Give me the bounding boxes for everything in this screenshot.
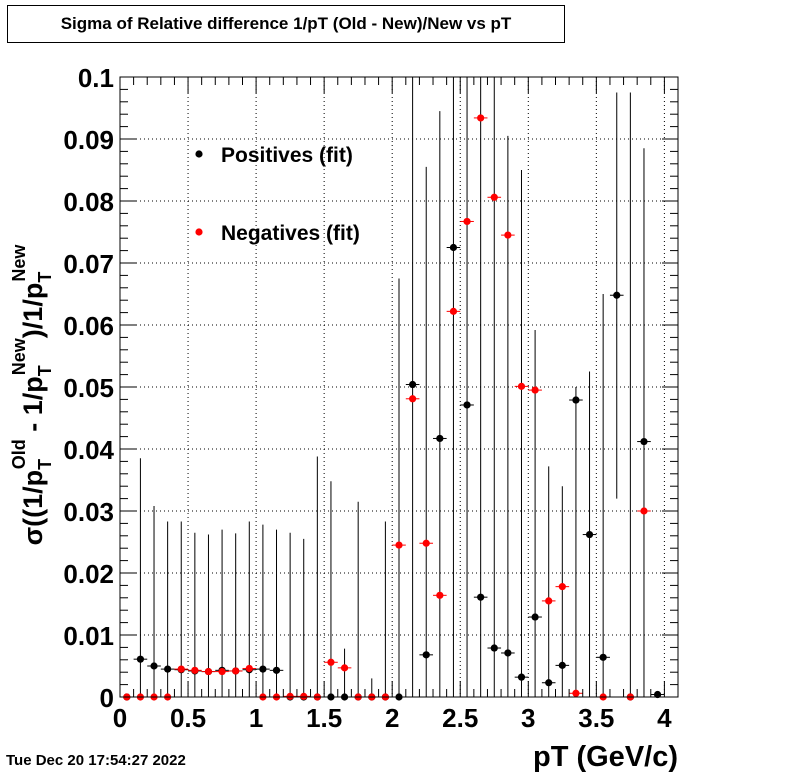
- positives-point: [150, 662, 158, 670]
- negatives-point: [490, 193, 498, 201]
- negatives-point: [531, 386, 539, 394]
- y-tick-label: 0.04: [63, 435, 114, 465]
- axis-ticks: 0 0.5 1 1.5 2 2.5 3 3.5 4 0 0.01 0.02 0.03 0.04 0.05 0.…: [63, 63, 679, 733]
- negatives-point: [218, 667, 226, 676]
- positives-point: [259, 665, 267, 673]
- negatives-point: [640, 507, 648, 515]
- positives-point: [653, 690, 662, 699]
- legend-negatives-marker: [195, 228, 203, 236]
- chart-title: Sigma of Relative difference 1/pT (Old -…: [7, 5, 565, 43]
- y-label-sup: New: [9, 337, 29, 375]
- negatives-point: [449, 307, 458, 315]
- error-bars: [120, 77, 665, 698]
- positives-point: [572, 396, 580, 404]
- positives-point: [613, 291, 621, 299]
- positives-point: [422, 651, 430, 659]
- y-tick-label: 0.01: [63, 621, 114, 651]
- positives-point: [449, 243, 458, 252]
- negatives-point: [517, 382, 526, 390]
- positives-point: [477, 593, 485, 601]
- y-tick-label: 0.06: [63, 311, 114, 341]
- positives-point: [531, 613, 539, 621]
- x-tick-label: 1.5: [306, 703, 342, 733]
- negatives-point: [232, 667, 240, 675]
- negatives-point: [286, 692, 294, 700]
- y-label-sub: T: [35, 365, 55, 376]
- positives-point: [517, 673, 526, 681]
- negatives-point: [245, 664, 253, 673]
- negatives-point: [340, 664, 349, 672]
- y-label-part: )/1/p: [18, 283, 48, 339]
- y-tick-label: 0.05: [63, 373, 114, 403]
- x-tick-label: 2.5: [442, 703, 478, 733]
- negatives-point: [409, 395, 417, 403]
- x-tick-label: 4: [657, 703, 672, 733]
- x-tick-label: 1: [249, 703, 263, 733]
- x-tick-label: 3.5: [578, 703, 614, 733]
- y-tick-label: 0.03: [63, 497, 114, 527]
- y-axis-label: σ((1/pTOld - 1/pTNew)/1/pTNew: [9, 244, 55, 546]
- y-label-part: - 1/p: [18, 376, 48, 439]
- positives-point: [436, 434, 444, 443]
- positives-point: [585, 530, 594, 539]
- x-axis-label: pT (GeV/c): [533, 741, 678, 773]
- x-tick-label: 3: [521, 703, 535, 733]
- y-axis-label-text: σ((1/pTOld - 1/pTNew)/1/pTNew: [9, 244, 55, 546]
- positives-point: [272, 666, 281, 674]
- y-tick-label: 0.09: [63, 125, 114, 155]
- y-tick-label: 0.1: [78, 63, 114, 93]
- positives-point: [490, 644, 498, 652]
- positives-point: [545, 679, 553, 687]
- x-tick-label: 2: [385, 703, 399, 733]
- y-tick-label: 0.02: [63, 559, 114, 589]
- negatives-point: [504, 231, 512, 239]
- negatives-point: [558, 583, 566, 591]
- legend-positives-label: Positives (fit): [221, 144, 353, 167]
- positives-point: [599, 653, 607, 661]
- negatives-point: [327, 658, 335, 666]
- negatives-point: [177, 665, 185, 673]
- positives-point: [409, 380, 417, 389]
- positives-point: [164, 665, 172, 673]
- y-label-sub: T: [35, 272, 55, 283]
- y-tick-label: 0.08: [63, 187, 114, 217]
- negatives-point: [395, 541, 403, 549]
- data-markers: [123, 114, 662, 701]
- y-tick-label: 0.07: [63, 249, 114, 279]
- positives-point: [504, 649, 512, 657]
- positives-point: [558, 661, 566, 669]
- negatives-point: [204, 667, 213, 676]
- negatives-point: [545, 597, 553, 605]
- negatives-point: [463, 217, 471, 226]
- negatives-point: [422, 539, 430, 547]
- legend: Positives (fit) Negatives (fit): [195, 144, 360, 245]
- y-label-sup: Old: [9, 439, 29, 469]
- legend-negatives-label: Negatives (fit): [221, 222, 360, 245]
- negatives-point: [572, 689, 580, 697]
- positives-point: [136, 655, 145, 663]
- y-axis-label-group: σ((1/pTOld - 1/pTNew)/1/pTNew: [9, 244, 55, 546]
- y-label-part: σ((1/p: [18, 470, 48, 545]
- negatives-point: [436, 591, 444, 599]
- negatives-point: [300, 692, 308, 700]
- timestamp: Tue Dec 20 17:54:27 2022: [6, 752, 186, 769]
- y-label-sub: T: [35, 459, 55, 470]
- positives-point: [640, 437, 648, 446]
- x-tick-label: 0.5: [170, 703, 206, 733]
- y-tick-label: 0: [100, 683, 114, 713]
- negatives-point: [477, 114, 485, 122]
- y-label-sup: New: [9, 244, 29, 282]
- negatives-point: [191, 666, 199, 674]
- legend-positives-marker: [195, 150, 203, 158]
- x-tick-label: 0: [113, 703, 127, 733]
- positives-point: [463, 401, 471, 409]
